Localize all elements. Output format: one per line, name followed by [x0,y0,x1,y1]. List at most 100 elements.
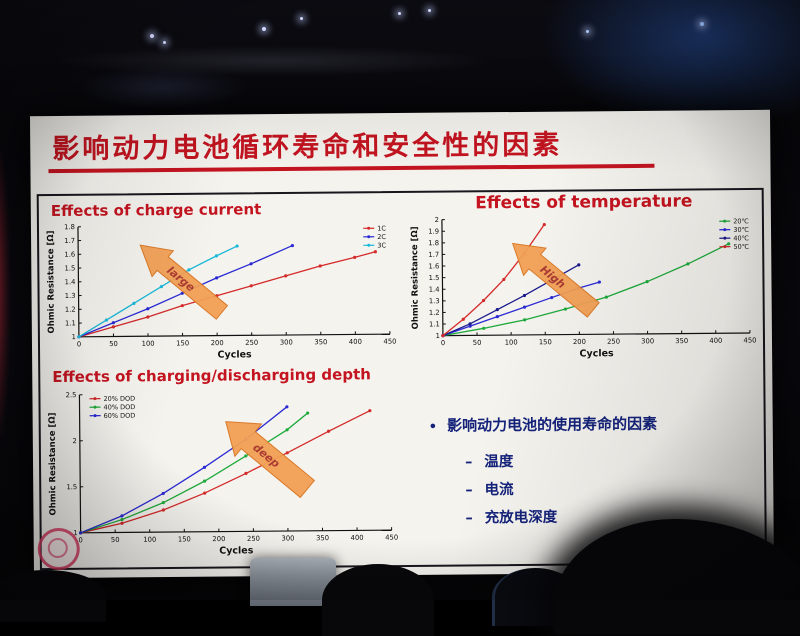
svg-text:0: 0 [77,340,81,348]
svg-text:Ohmic Resistance [Ω]: Ohmic Resistance [Ω] [46,230,57,333]
ceiling-light [163,41,166,44]
svg-text:1.1: 1.1 [429,320,440,328]
svg-text:30℃: 30℃ [733,226,749,234]
svg-text:450: 450 [743,336,756,344]
svg-text:Ohmic Resistance [Ω]: Ohmic Resistance [Ω] [410,226,421,329]
svg-text:2.5: 2.5 [66,391,77,399]
svg-text:1.5: 1.5 [64,264,75,272]
svg-text:1.3: 1.3 [65,292,76,300]
svg-text:1: 1 [72,333,76,341]
svg-text:1.7: 1.7 [64,237,75,245]
svg-text:1.2: 1.2 [65,306,76,314]
svg-text:150: 150 [539,338,552,346]
ceiling-light [262,27,266,31]
svg-text:50: 50 [473,339,482,347]
stage-edge-glow [0,150,9,440]
svg-text:2: 2 [72,437,76,445]
ceiling-light [700,22,704,26]
svg-text:1.3: 1.3 [429,297,440,305]
svg-text:3C: 3C [377,241,386,249]
svg-text:50: 50 [111,536,120,544]
svg-text:150: 150 [178,535,191,543]
bullet-heading: • 影响动力电池的使用寿命的因素 [429,413,658,436]
svg-text:100: 100 [142,340,155,348]
svg-text:1.5: 1.5 [66,483,77,491]
chart-title-depth: Effects of charging/discharging depth [52,365,371,386]
svg-text:1C: 1C [377,224,386,232]
svg-text:100: 100 [143,536,156,544]
svg-text:1.7: 1.7 [428,251,439,259]
bullet-heading-text: 影响动力电池的使用寿命的因素 [447,415,657,435]
svg-text:1.1: 1.1 [65,319,76,327]
svg-text:1.2: 1.2 [429,309,440,317]
stamp-logo-inner [48,538,68,558]
svg-text:200: 200 [211,339,224,347]
svg-text:350: 350 [675,337,688,345]
svg-text:1.4: 1.4 [65,278,76,286]
svg-text:40% DOD: 40% DOD [104,403,136,411]
ceiling-light [398,12,401,15]
svg-text:400: 400 [709,337,722,345]
svg-text:300: 300 [641,337,654,345]
svg-text:1: 1 [436,332,440,340]
svg-text:2C: 2C [377,233,386,241]
svg-text:450: 450 [385,534,398,542]
svg-text:1.6: 1.6 [64,251,75,259]
bullet-item-text: 充放电深度 [485,510,558,527]
svg-text:50: 50 [109,340,118,348]
svg-text:400: 400 [349,338,362,346]
bullet-item-current: –电流 [465,478,513,499]
svg-text:20% DOD: 20% DOD [103,395,135,403]
svg-text:1.6: 1.6 [428,262,439,270]
conference-hall-photo: 影响动力电池循环寿命和安全性的因素 Effects of charge curr… [0,0,800,600]
svg-text:250: 250 [607,338,620,346]
svg-text:300: 300 [280,338,293,346]
bullet-dash: – [465,454,472,470]
svg-text:60% DOD: 60% DOD [104,412,136,420]
bullet-item-temperature: –温度 [465,450,513,471]
slide-title: 影响动力电池循环寿命和安全性的因素 [52,123,562,166]
svg-text:150: 150 [176,339,189,347]
bullet-dash: – [465,510,472,526]
svg-text:350: 350 [314,338,327,346]
bullet-dash: – [465,482,472,498]
svg-text:Cycles: Cycles [217,349,252,360]
svg-text:250: 250 [247,535,260,543]
bullet-item-depth: –充放电深度 [465,506,557,528]
ceiling-light [428,9,431,12]
svg-text:400: 400 [351,534,364,542]
svg-text:300: 300 [281,534,294,542]
audience-head [492,568,579,626]
chart-title-temperature: Effects of temperature [411,191,757,214]
ceiling-light [300,17,303,20]
stamp-logo [38,528,80,570]
svg-text:Cycles: Cycles [219,545,254,556]
svg-text:Ohmic Resistance [Ω]: Ohmic Resistance [Ω] [48,412,59,515]
svg-text:1.8: 1.8 [64,223,75,231]
svg-text:1.8: 1.8 [428,239,439,247]
ceiling-light [150,34,154,38]
summary-bullets: •影响动力电池的使用寿命的因素 –温度 –电流 –充放电深度 [429,406,759,409]
svg-text:1.9: 1.9 [428,228,439,236]
svg-text:100: 100 [505,338,518,346]
chart-title-charge-current: Effects of charge current [51,200,262,220]
svg-text:350: 350 [316,534,329,542]
bullet-marker: • [429,420,437,435]
svg-text:1.4: 1.4 [429,286,440,294]
ceiling-light [586,30,589,33]
bullet-item-text: 温度 [484,454,513,470]
ceiling-reflection [78,66,248,110]
svg-text:0: 0 [441,339,445,347]
svg-text:50℃: 50℃ [733,243,749,251]
svg-text:1.5: 1.5 [429,274,440,282]
svg-text:450: 450 [383,338,396,346]
svg-text:20℃: 20℃ [733,217,749,225]
bullet-item-text: 电流 [484,482,513,498]
svg-text:2: 2 [435,216,439,224]
svg-text:40℃: 40℃ [733,234,749,242]
presentation-slide: 影响动力电池循环寿命和安全性的因素 Effects of charge curr… [30,110,774,578]
